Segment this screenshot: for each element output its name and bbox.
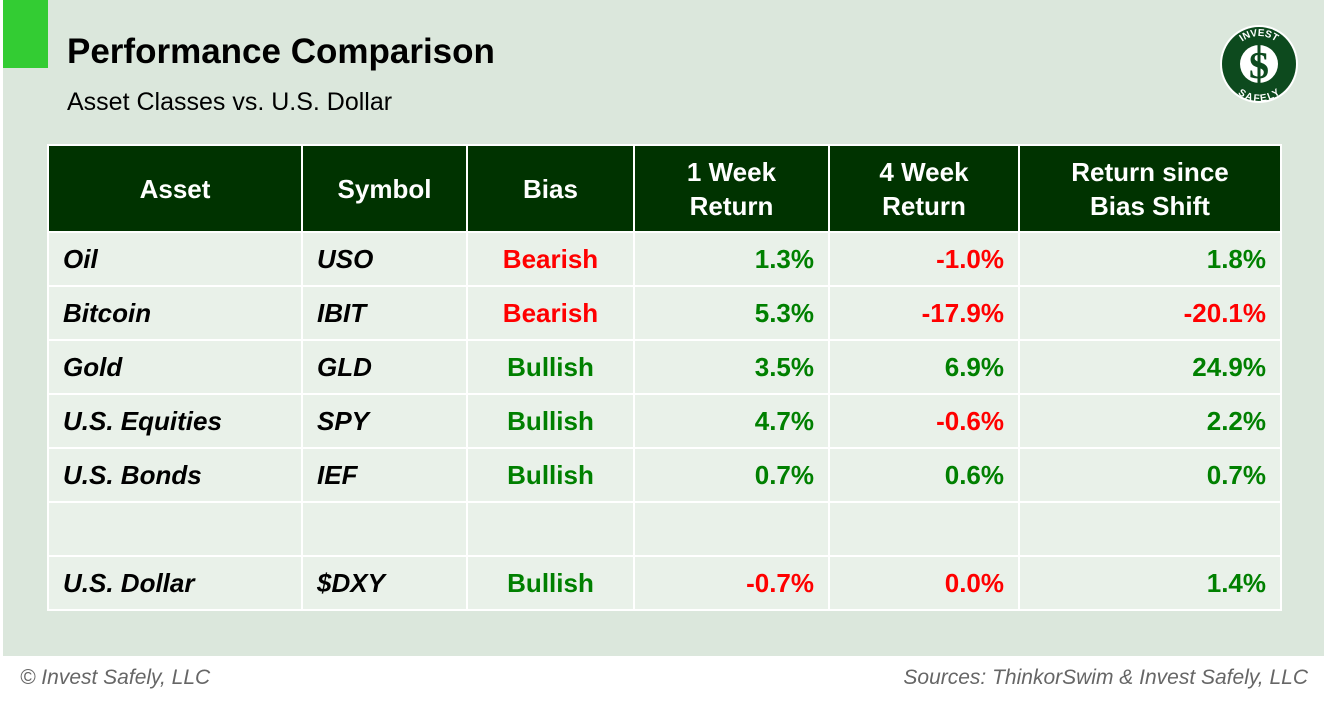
table-row: U.S. Equities SPY Bullish 4.7% -0.6% 2.2% [47,393,1282,449]
asset-cell [47,501,303,557]
return-since-bias-shift-cell: 1.4% [1018,555,1282,611]
bias-cell: Bullish [466,339,635,395]
bias-cell [466,501,635,557]
symbol-cell: IBIT [301,285,468,341]
page-subtitle: Asset Classes vs. U.S. Dollar [67,88,393,116]
header-bias: Bias [466,144,635,233]
asset-cell: Bitcoin [47,285,303,341]
header-symbol: Symbol [301,144,468,233]
4-week-return-cell: -0.6% [828,393,1020,449]
header-1-week-return: 1 Week Return [633,144,830,233]
bias-cell: Bullish [466,447,635,503]
1-week-return-cell: 1.3% [633,231,830,287]
table-row: U.S. Dollar $DXY Bullish -0.7% 0.0% 1.4% [47,555,1282,611]
return-since-bias-shift-cell: -20.1% [1018,285,1282,341]
header-return-since-bias-shift: Return since Bias Shift [1018,144,1282,233]
table-header-row: Asset Symbol Bias 1 Week Return 4 Week R… [47,144,1282,233]
return-since-bias-shift-cell: 0.7% [1018,447,1282,503]
4-week-return-cell: -17.9% [828,285,1020,341]
bias-cell: Bearish [466,285,635,341]
1-week-return-cell: -0.7% [633,555,830,611]
page-title: Performance Comparison [67,32,495,71]
table-row: Oil USO Bearish 1.3% -1.0% 1.8% [47,231,1282,287]
1-week-return-cell: 4.7% [633,393,830,449]
bias-cell: Bullish [466,393,635,449]
asset-cell: U.S. Dollar [47,555,303,611]
asset-cell: U.S. Bonds [47,447,303,503]
4-week-return-cell [828,501,1020,557]
symbol-cell: SPY [301,393,468,449]
4-week-return-cell: 0.0% [828,555,1020,611]
header-asset: Asset [47,144,303,233]
table-row [47,501,1282,557]
table-row: Bitcoin IBIT Bearish 5.3% -17.9% -20.1% [47,285,1282,341]
table-row: U.S. Bonds IEF Bullish 0.7% 0.6% 0.7% [47,447,1282,503]
symbol-cell: $DXY [301,555,468,611]
return-since-bias-shift-cell: 1.8% [1018,231,1282,287]
symbol-cell: USO [301,231,468,287]
asset-cell: U.S. Equities [47,393,303,449]
4-week-return-cell: 6.9% [828,339,1020,395]
symbol-cell: IEF [301,447,468,503]
asset-cell: Oil [47,231,303,287]
return-since-bias-shift-cell [1018,501,1282,557]
copyright-footer: © Invest Safely, LLC [20,666,211,689]
bias-cell: Bearish [466,231,635,287]
sources-footer: Sources: ThinkorSwim & Invest Safely, LL… [903,666,1308,689]
bias-cell: Bullish [466,555,635,611]
1-week-return-cell: 0.7% [633,447,830,503]
symbol-cell [301,501,468,557]
svg-text:SAFELY: SAFELY [1236,87,1283,104]
performance-table: Asset Symbol Bias 1 Week Return 4 Week R… [47,144,1282,611]
4-week-return-cell: 0.6% [828,447,1020,503]
1-week-return-cell: 3.5% [633,339,830,395]
svg-text:INVEST: INVEST [1238,28,1280,44]
header-4-week-return: 4 Week Return [828,144,1020,233]
invest-safely-logo-icon: S INVEST SAFELY [1220,25,1298,104]
1-week-return-cell: 5.3% [633,285,830,341]
asset-cell: Gold [47,339,303,395]
4-week-return-cell: -1.0% [828,231,1020,287]
return-since-bias-shift-cell: 24.9% [1018,339,1282,395]
1-week-return-cell [633,501,830,557]
symbol-cell: GLD [301,339,468,395]
accent-bar [3,0,48,68]
table-row: Gold GLD Bullish 3.5% 6.9% 24.9% [47,339,1282,395]
return-since-bias-shift-cell: 2.2% [1018,393,1282,449]
